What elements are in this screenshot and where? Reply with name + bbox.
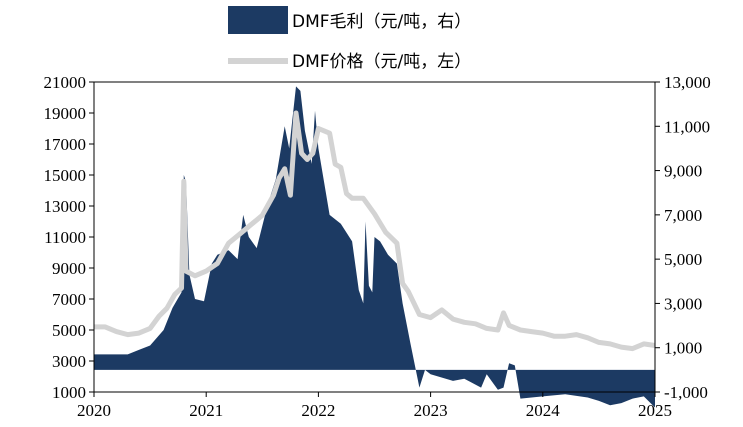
left-tick-label: 15000 bbox=[44, 166, 87, 185]
left-tick-label: 3000 bbox=[52, 352, 86, 371]
left-tick-label: 19000 bbox=[44, 104, 87, 123]
x-tick-label: 2022 bbox=[301, 401, 335, 420]
axes: 21000 19000 17000 15000 13000 11000 9000 7000 50… bbox=[44, 73, 711, 420]
x-tick-label: 2021 bbox=[189, 401, 223, 420]
price-line bbox=[94, 110, 656, 352]
right-tick-label: -1,000 bbox=[664, 383, 708, 402]
legend-swatch-margin bbox=[228, 6, 288, 34]
right-tick-label: 13,000 bbox=[664, 73, 711, 92]
left-tick-label: 21000 bbox=[44, 73, 87, 92]
left-tick-label: 9000 bbox=[52, 259, 86, 278]
left-tick-label: 17000 bbox=[44, 135, 87, 154]
right-tick-label: 5,000 bbox=[664, 250, 702, 269]
legend-label-price: DMF价格（元/吨，左） bbox=[292, 52, 471, 72]
right-tick-label: 7,000 bbox=[664, 206, 702, 225]
plot-area bbox=[94, 86, 656, 408]
left-tick-label: 11000 bbox=[44, 228, 86, 247]
x-tick-label: 2025 bbox=[638, 401, 672, 420]
left-tick-label: 13000 bbox=[44, 197, 87, 216]
right-tick-label: 3,000 bbox=[664, 294, 702, 313]
legend: DMF毛利（元/吨，右） DMF价格（元/吨，左） bbox=[228, 6, 471, 72]
legend-label-margin: DMF毛利（元/吨，右） bbox=[292, 12, 471, 32]
right-tick-label: 1,000 bbox=[664, 339, 702, 358]
left-tick-label: 7000 bbox=[52, 290, 86, 309]
left-tick-label: 1000 bbox=[52, 383, 86, 402]
margin-area bbox=[94, 86, 655, 408]
right-tick-label: 9,000 bbox=[664, 162, 702, 181]
x-tick-label: 2023 bbox=[414, 401, 448, 420]
x-tick-label: 2020 bbox=[77, 401, 111, 420]
right-tick-label: 11,000 bbox=[664, 117, 710, 136]
left-tick-label: 5000 bbox=[52, 321, 86, 340]
x-tick-label: 2024 bbox=[526, 401, 561, 420]
